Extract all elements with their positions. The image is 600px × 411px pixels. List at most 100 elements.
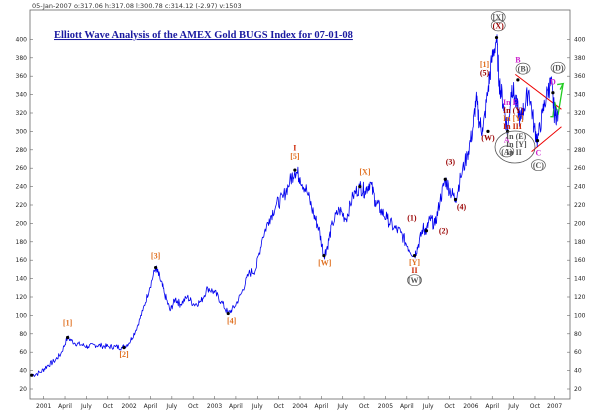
y-tick-label-right: 380 bbox=[574, 55, 586, 62]
y-tick-label-left: 100 bbox=[16, 312, 28, 319]
y-tick-label-left: 80 bbox=[19, 331, 27, 338]
right-note-line: In [Y] bbox=[503, 114, 524, 123]
price-info-header: 05-Jan-2007 o:317.06 h:317.08 l:300.78 c… bbox=[32, 2, 242, 10]
right-note-line: In [Y] bbox=[506, 140, 527, 149]
y-tick-label-left: 180 bbox=[16, 239, 28, 246]
x-tick-label: July bbox=[165, 403, 177, 410]
wave-label: [W] bbox=[318, 259, 332, 268]
pivot-dot bbox=[322, 254, 326, 258]
y-tick-label-right: 180 bbox=[574, 239, 586, 246]
wave-label: I bbox=[293, 144, 296, 153]
y-tick-label-right: 80 bbox=[574, 331, 582, 338]
series-group bbox=[30, 34, 559, 377]
wave-label: (3) bbox=[446, 158, 456, 167]
wave-label: C bbox=[535, 148, 541, 157]
wave-label-circle bbox=[407, 274, 422, 287]
y-tick-label-left: 300 bbox=[16, 128, 28, 135]
note-circle bbox=[494, 130, 536, 164]
y-tick-label-right: 40 bbox=[574, 368, 582, 375]
right-note-line: In E bbox=[503, 98, 518, 107]
pivot-dot bbox=[293, 168, 297, 172]
pivot-dot bbox=[443, 177, 447, 181]
pivot-dot bbox=[535, 139, 540, 143]
wave-label-circle bbox=[490, 19, 506, 32]
x-tick-label: July bbox=[251, 403, 263, 410]
x-tick-label: July bbox=[507, 403, 519, 410]
y-tick-label-left: 160 bbox=[16, 257, 28, 264]
wave-label: (1) bbox=[407, 214, 417, 223]
wave-label: [5] bbox=[290, 152, 300, 161]
wave-label: D bbox=[550, 77, 556, 86]
wave-label-circle bbox=[531, 159, 546, 172]
y-tick-label-left: 140 bbox=[16, 276, 28, 283]
right-note-line: In II bbox=[506, 148, 522, 157]
x-tick-label: April bbox=[58, 403, 72, 410]
wave-label: [W] bbox=[408, 276, 422, 285]
plot-frame bbox=[29, 9, 571, 400]
y-tick-label-right: 400 bbox=[574, 36, 586, 43]
wave-label: (2) bbox=[439, 227, 449, 236]
wave-label: (W) bbox=[481, 134, 495, 143]
x-tick-label: 2002 bbox=[121, 403, 136, 410]
wave-label: (A) bbox=[501, 147, 512, 156]
y-tick-label-left: 260 bbox=[16, 165, 28, 172]
axes-group: 20 20 40 40 60 60 80 80 100 100 120 120 140 140 160 160… bbox=[16, 36, 586, 410]
y-tick-label-left: 60 bbox=[19, 349, 27, 356]
wave-label: II bbox=[411, 266, 417, 275]
x-tick-label: April bbox=[229, 403, 243, 410]
projection-arrowhead bbox=[557, 82, 565, 90]
y-tick-label-right: 20 bbox=[574, 386, 582, 393]
y-tick-label-right: 220 bbox=[574, 202, 586, 209]
y-tick-label-right: 160 bbox=[574, 257, 586, 264]
x-tick-label: Oct bbox=[530, 403, 541, 410]
x-tick-label: Oct bbox=[359, 403, 370, 410]
pivot-dot bbox=[154, 265, 158, 270]
pivot-dot bbox=[30, 373, 34, 377]
wave-label: [X] bbox=[493, 13, 504, 22]
wave-label: [4] bbox=[227, 317, 237, 326]
y-tick-label-right: 120 bbox=[574, 294, 586, 301]
y-tick-label-left: 340 bbox=[16, 92, 28, 99]
pivot-dot bbox=[412, 254, 417, 258]
y-tick-label-right: 280 bbox=[574, 147, 586, 154]
right-note-line: In (E) bbox=[506, 132, 527, 141]
wave-label: (D) bbox=[552, 64, 563, 73]
x-tick-label: 2005 bbox=[378, 403, 393, 410]
y-tick-label-left: 40 bbox=[19, 368, 27, 375]
x-tick-label: July bbox=[422, 403, 434, 410]
y-tick-label-left: 360 bbox=[16, 73, 28, 80]
y-tick-label-left: 400 bbox=[16, 36, 28, 43]
x-tick-label: April bbox=[144, 403, 158, 410]
wave-label-circle bbox=[515, 62, 531, 75]
pivot-dot bbox=[516, 78, 520, 82]
x-tick-label: Oct bbox=[103, 403, 114, 410]
x-tick-label: July bbox=[336, 403, 348, 410]
pivot-dot bbox=[65, 335, 70, 340]
price-series-line bbox=[31, 34, 559, 377]
wave-label-circle bbox=[499, 145, 515, 158]
trendline bbox=[531, 126, 562, 153]
wave-label: (X) bbox=[493, 21, 504, 30]
y-tick-label-left: 220 bbox=[16, 202, 28, 209]
wave-label: A bbox=[504, 135, 510, 144]
x-tick-label: 2003 bbox=[207, 403, 222, 410]
x-tick-label: July bbox=[80, 403, 92, 410]
pivot-dot bbox=[226, 311, 230, 316]
y-tick-label-left: 120 bbox=[16, 294, 28, 301]
y-tick-label-left: 320 bbox=[16, 110, 28, 117]
wave-label: [1] bbox=[480, 60, 490, 69]
y-tick-label-left: 280 bbox=[16, 147, 28, 154]
y-tick-label-right: 240 bbox=[574, 184, 586, 191]
y-tick-label-right: 200 bbox=[574, 220, 586, 227]
pivot-dot bbox=[453, 197, 458, 202]
x-tick-label: 2006 bbox=[463, 403, 478, 410]
y-tick-label-right: 300 bbox=[574, 128, 586, 135]
pivot-dot bbox=[551, 91, 555, 95]
wave-label: [1] bbox=[63, 319, 73, 328]
x-tick-label: Oct bbox=[444, 403, 455, 410]
wave-label: [X] bbox=[359, 168, 370, 177]
annotations-group: [1][2][3][4]I[5][W][X](1)[Y]II[W](2)(3)(… bbox=[63, 11, 566, 359]
right-note-line: In (Y) bbox=[503, 106, 524, 115]
pivot-dot bbox=[358, 185, 362, 189]
